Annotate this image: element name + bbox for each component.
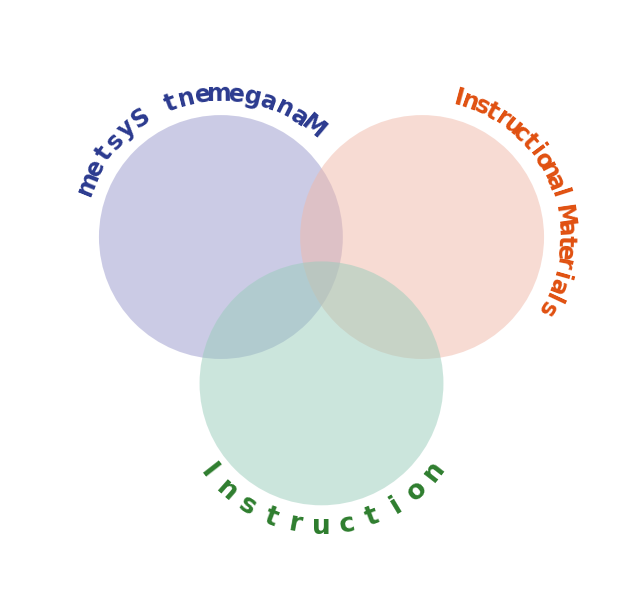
Text: n: n <box>419 456 451 487</box>
Text: o: o <box>401 475 432 506</box>
Text: n: n <box>272 94 298 123</box>
Text: r: r <box>550 256 575 272</box>
Text: i: i <box>385 492 406 519</box>
Text: s: s <box>532 297 560 321</box>
Text: M: M <box>296 110 330 144</box>
Text: o: o <box>529 148 558 174</box>
Text: t: t <box>260 503 281 532</box>
Text: s: s <box>234 491 261 521</box>
Text: a: a <box>542 275 570 299</box>
Text: e: e <box>194 82 212 108</box>
Text: l: l <box>546 186 571 201</box>
Text: n: n <box>535 159 564 184</box>
Text: n: n <box>211 474 242 507</box>
Text: a: a <box>540 170 568 194</box>
Circle shape <box>300 115 544 359</box>
Text: s: s <box>101 128 129 154</box>
Text: y: y <box>113 115 141 143</box>
Text: a: a <box>553 220 577 237</box>
Circle shape <box>199 262 444 505</box>
Text: i: i <box>525 141 549 162</box>
Text: t: t <box>91 142 117 165</box>
Text: e: e <box>552 243 577 262</box>
Text: n: n <box>175 84 197 111</box>
Text: s: s <box>470 93 493 120</box>
Text: u: u <box>312 514 331 539</box>
Text: m: m <box>207 82 232 106</box>
Text: l: l <box>539 289 565 307</box>
Text: a: a <box>286 103 312 132</box>
Text: r: r <box>287 510 304 538</box>
Text: e: e <box>81 156 110 181</box>
Text: i: i <box>547 269 573 283</box>
Text: I: I <box>452 86 467 111</box>
Text: e: e <box>227 82 246 107</box>
Text: c: c <box>507 120 534 147</box>
Text: c: c <box>338 510 358 539</box>
Text: t: t <box>553 235 577 246</box>
Circle shape <box>99 115 343 359</box>
Text: g: g <box>242 84 264 111</box>
Text: t: t <box>362 503 383 532</box>
Text: m: m <box>72 167 104 199</box>
Text: M: M <box>550 203 577 230</box>
Text: r: r <box>491 105 514 132</box>
Text: u: u <box>498 111 526 140</box>
Text: S: S <box>127 104 154 134</box>
Text: a: a <box>258 88 281 116</box>
Text: t: t <box>482 99 503 125</box>
Text: t: t <box>161 90 179 116</box>
Text: I: I <box>195 460 222 483</box>
Text: n: n <box>458 88 483 116</box>
Text: t: t <box>516 130 542 154</box>
